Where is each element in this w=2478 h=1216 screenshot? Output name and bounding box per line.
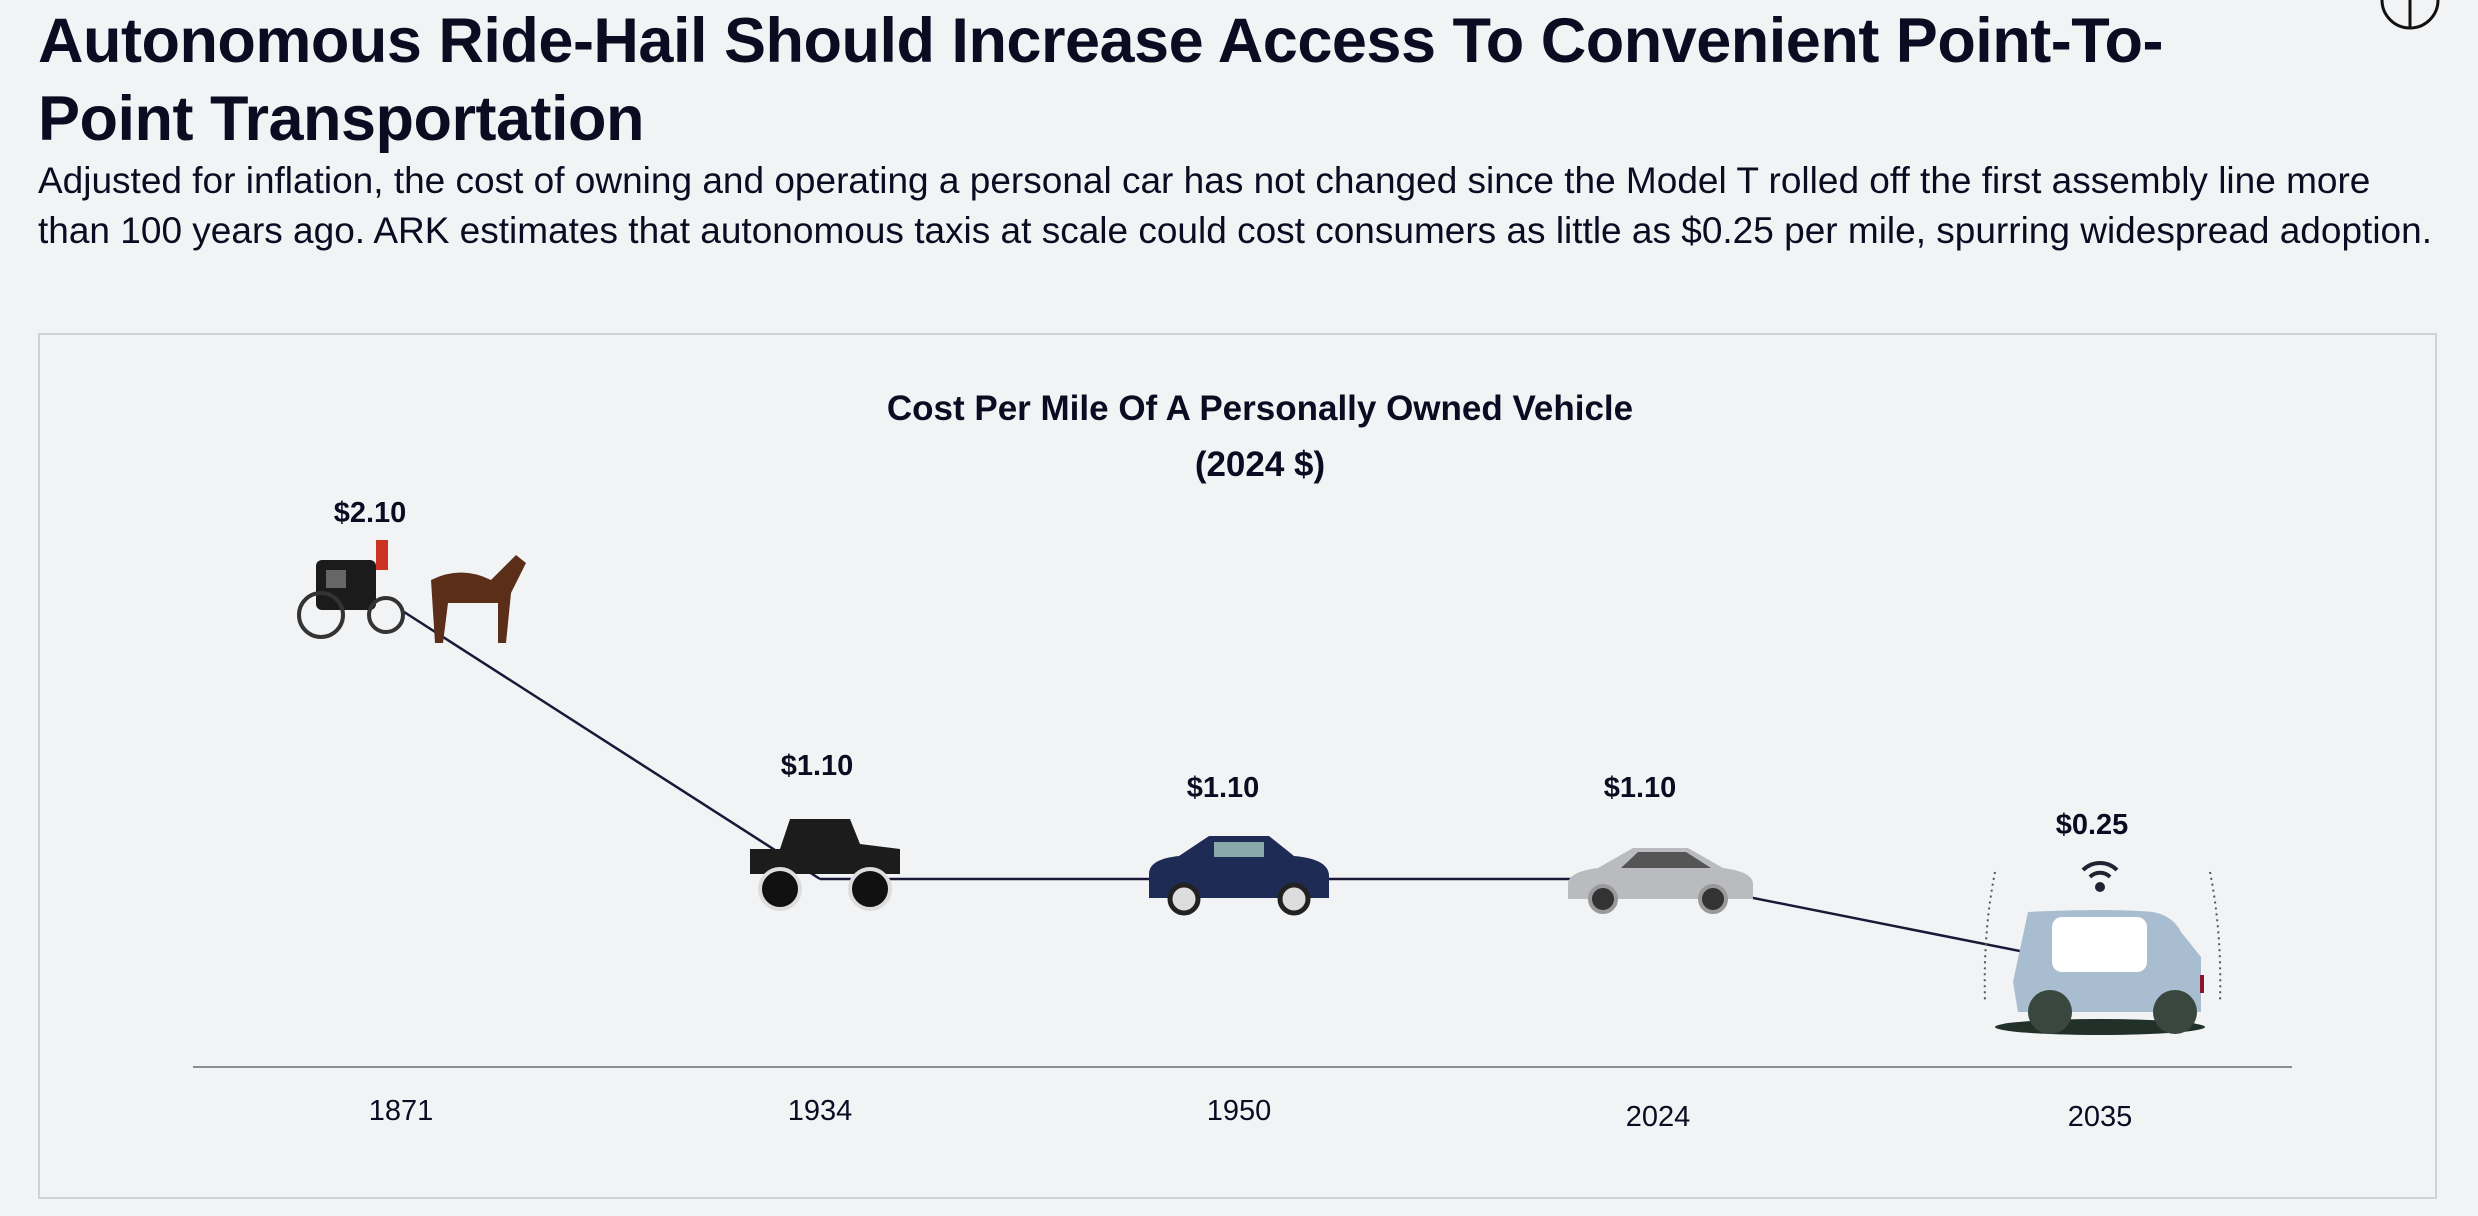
model-a-car-icon <box>750 819 900 911</box>
page-title: Autonomous Ride-Hail Should Increase Acc… <box>38 6 2164 154</box>
data-label: $1.10 <box>1187 772 1260 804</box>
globe-icon[interactable] <box>2370 0 2450 45</box>
autonomous-van-icon <box>1983 860 2222 1035</box>
data-label: $0.25 <box>2056 809 2129 841</box>
modern-sedan-icon <box>1568 848 1753 914</box>
data-label: $1.10 <box>1604 772 1677 804</box>
horse-carriage-icon <box>297 540 526 643</box>
series-line-segment <box>400 608 821 881</box>
x-tick-label: 2024 <box>1626 1101 1691 1133</box>
chart-title: Cost Per Mile Of A Personally Owned Vehi… <box>887 389 1633 428</box>
x-tick-label: 2035 <box>2068 1101 2133 1133</box>
x-tick-label: 1871 <box>369 1095 434 1127</box>
x-tick-label: 1950 <box>1207 1095 1272 1127</box>
data-label: $2.10 <box>334 497 407 529</box>
chart-panel <box>38 333 2437 1199</box>
chart-subtitle: (2024 $) <box>1195 445 1325 484</box>
page-subtitle: Adjusted for inflation, the cost of owni… <box>38 160 2432 251</box>
data-label: $1.10 <box>781 750 854 782</box>
x-tick-label: 1934 <box>788 1095 853 1127</box>
1950s-sedan-icon <box>1149 836 1329 916</box>
